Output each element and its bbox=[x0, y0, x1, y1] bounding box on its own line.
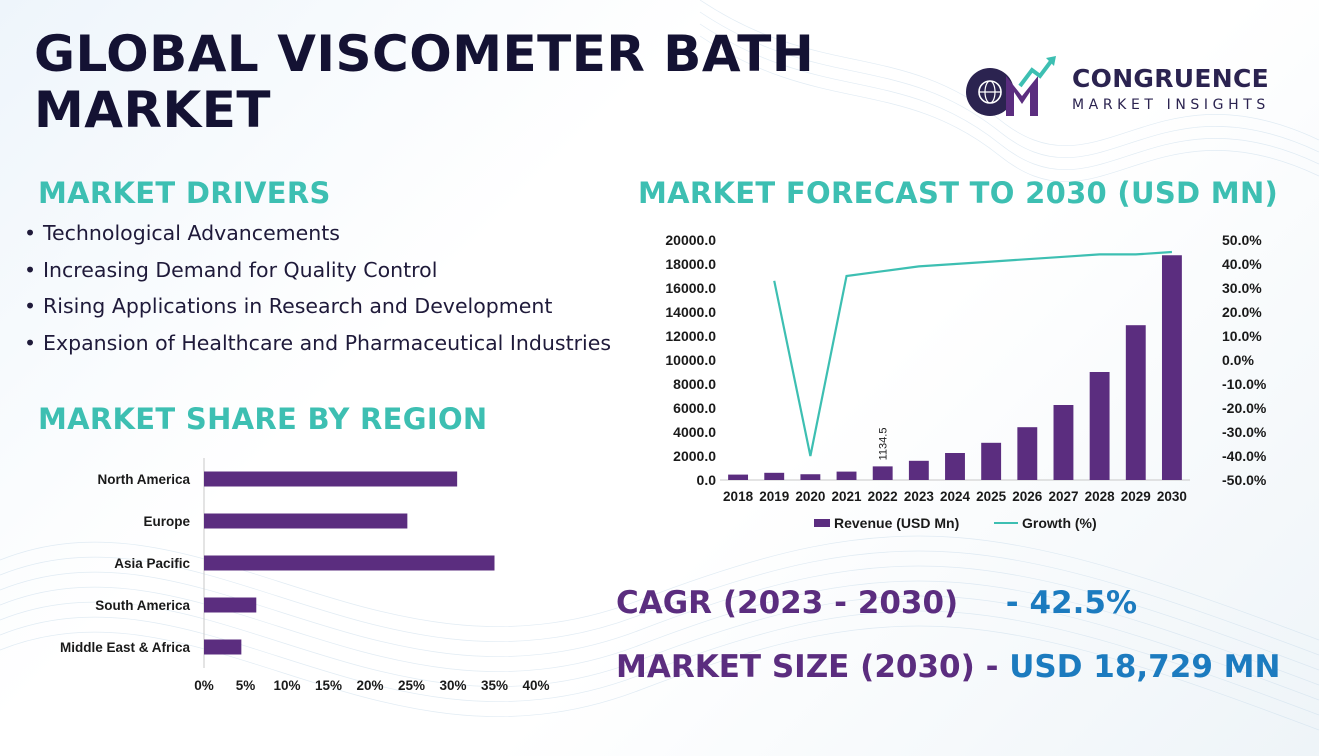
y-left-tick-label: 16000.0 bbox=[665, 280, 716, 296]
region-heading: MARKET SHARE BY REGION bbox=[38, 402, 488, 436]
revenue-bar bbox=[1053, 405, 1074, 480]
cagr-value: - 42.5% bbox=[1005, 585, 1138, 621]
market-size-value: USD 18,729 MN bbox=[1009, 649, 1281, 685]
x-tick-label: 30% bbox=[439, 678, 466, 693]
drivers-heading: MARKET DRIVERS bbox=[38, 176, 331, 210]
revenue-bar bbox=[1089, 372, 1110, 480]
legend-growth-label: Growth (%) bbox=[1022, 515, 1097, 531]
y-left-tick-label: 14000.0 bbox=[665, 304, 716, 320]
driver-item: Rising Applications in Research and Deve… bbox=[24, 288, 638, 325]
logo-tagline: MARKET INSIGHTS bbox=[1072, 97, 1270, 113]
revenue-bar bbox=[981, 442, 1002, 480]
y-right-tick-label: 40.0% bbox=[1222, 256, 1262, 272]
x-tick-label: 0% bbox=[194, 678, 214, 693]
growth-line bbox=[773, 250, 1172, 457]
y-left-tick-label: 4000.0 bbox=[673, 424, 716, 440]
y-left-tick-label: 0.0 bbox=[697, 472, 717, 488]
revenue-bar bbox=[945, 453, 965, 480]
forecast-chart: 0.0 2000.0 4000.0 6000.0 8000.0 10000.0 12000.… bbox=[665, 232, 1267, 531]
legend-revenue-label: Revenue (USD Mn) bbox=[834, 515, 959, 531]
x-tick-label: 2022 bbox=[868, 489, 898, 504]
revenue-bar bbox=[872, 466, 893, 480]
y-left-tick-label: 8000.0 bbox=[673, 376, 716, 392]
y-left-tick-label: 2000.0 bbox=[673, 448, 716, 464]
cagr-label: CAGR (2023 - 2030) bbox=[616, 585, 959, 621]
revenue-bar bbox=[800, 474, 821, 480]
y-left-tick-label: 10000.0 bbox=[665, 352, 716, 368]
region-bar bbox=[204, 555, 495, 571]
revenue-bar bbox=[908, 460, 929, 480]
market-size-line: MARKET SIZE (2030) - USD 18,729 MN bbox=[616, 649, 1280, 685]
x-tick-label: 2023 bbox=[904, 489, 935, 504]
y-right-tick-label: -30.0% bbox=[1222, 424, 1267, 440]
region-bar bbox=[204, 513, 408, 529]
forecast-heading: MARKET FORECAST TO 2030 (USD MN) bbox=[638, 176, 1279, 210]
region-bar bbox=[204, 639, 242, 655]
cagr-line: CAGR (2023 - 2030) - 42.5% bbox=[616, 585, 1137, 621]
driver-item: Technological Advancements bbox=[24, 215, 638, 252]
drivers-list: Technological Advancements Increasing De… bbox=[24, 215, 638, 361]
y-right-tick-label: -50.0% bbox=[1222, 472, 1267, 488]
region-label: South America bbox=[95, 598, 190, 613]
x-tick-label: 25% bbox=[398, 678, 425, 693]
region-label: Asia Pacific bbox=[114, 556, 190, 571]
revenue-bar bbox=[1125, 325, 1146, 480]
page-title: GLOBAL VISCOMETER BATH MARKET bbox=[34, 25, 815, 139]
y-left-tick-label: 6000.0 bbox=[673, 400, 716, 416]
x-tick-label: 2021 bbox=[832, 489, 863, 504]
region-label: Middle East & Africa bbox=[60, 640, 191, 655]
revenue-bar bbox=[728, 474, 749, 480]
y-right-tick-label: 10.0% bbox=[1222, 328, 1262, 344]
y-right-tick-label: -20.0% bbox=[1222, 400, 1267, 416]
y-left-tick-label: 20000.0 bbox=[665, 232, 716, 248]
y-right-tick-label: 20.0% bbox=[1222, 304, 1262, 320]
revenue-bar bbox=[1017, 427, 1038, 480]
y-right-tick-label: 0.0% bbox=[1222, 352, 1254, 368]
y-right-tick-label: -10.0% bbox=[1222, 376, 1267, 392]
x-tick-label: 2030 bbox=[1157, 489, 1187, 504]
x-tick-label: 2028 bbox=[1085, 489, 1116, 504]
x-tick-label: 20% bbox=[356, 678, 383, 693]
logo-name: CONGRUENCE bbox=[1072, 64, 1270, 93]
region-label: North America bbox=[97, 472, 190, 487]
x-tick-label: 2018 bbox=[723, 489, 754, 504]
market-size-label: MARKET SIZE (2030) - bbox=[616, 649, 999, 685]
cmi-globe-logo-icon bbox=[966, 56, 1056, 116]
x-tick-label: 2025 bbox=[976, 489, 1007, 504]
bar-data-label: 1134.5 bbox=[878, 428, 890, 461]
revenue-bar bbox=[764, 472, 785, 480]
x-tick-label: 40% bbox=[522, 678, 549, 693]
x-tick-label: 35% bbox=[481, 678, 508, 693]
driver-item: Expansion of Healthcare and Pharmaceutic… bbox=[24, 325, 638, 362]
revenue-bar bbox=[1161, 255, 1182, 480]
x-tick-label: 2019 bbox=[759, 489, 789, 504]
y-left-tick-label: 18000.0 bbox=[665, 256, 716, 272]
y-right-tick-label: -40.0% bbox=[1222, 448, 1267, 464]
x-tick-label: 10% bbox=[273, 678, 300, 693]
region-share-chart: North America Europe Asia Pacific South Ame… bbox=[60, 458, 550, 693]
region-bar bbox=[204, 597, 257, 613]
y-left-tick-label: 12000.0 bbox=[665, 328, 716, 344]
brand-logo: CONGRUENCE MARKET INSIGHTS bbox=[962, 50, 1282, 126]
x-tick-label: 2029 bbox=[1121, 489, 1151, 504]
region-bar bbox=[204, 471, 458, 487]
x-tick-label: 2020 bbox=[795, 489, 825, 504]
x-tick-label: 15% bbox=[315, 678, 342, 693]
y-right-tick-label: 30.0% bbox=[1222, 280, 1262, 296]
x-tick-label: 2027 bbox=[1048, 489, 1078, 504]
x-tick-label: 5% bbox=[236, 678, 256, 693]
y-right-tick-label: 50.0% bbox=[1222, 232, 1262, 248]
x-tick-label: 2026 bbox=[1012, 489, 1043, 504]
driver-item: Increasing Demand for Quality Control bbox=[24, 252, 638, 289]
legend-revenue-swatch bbox=[814, 519, 830, 527]
region-label: Europe bbox=[143, 514, 190, 529]
x-tick-label: 2024 bbox=[940, 489, 971, 504]
revenue-bar bbox=[836, 471, 857, 480]
